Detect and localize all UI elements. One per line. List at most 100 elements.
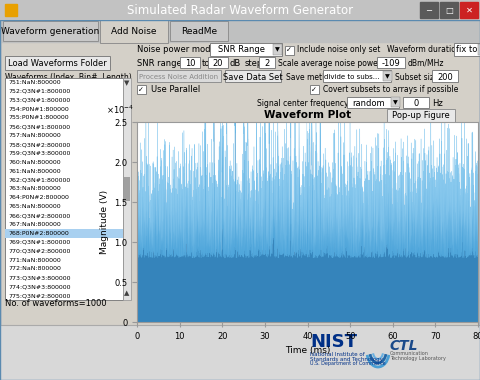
Text: Pop-up Figure: Pop-up Figure xyxy=(392,111,450,120)
Text: SNR range:: SNR range: xyxy=(137,59,184,68)
Text: 770:Q3N#2:800000: 770:Q3N#2:800000 xyxy=(8,249,71,254)
Bar xyxy=(420,2,438,18)
Text: 769:Q3N#1:800000: 769:Q3N#1:800000 xyxy=(8,240,70,245)
Bar xyxy=(124,177,130,201)
Text: 771:NaN:800000: 771:NaN:800000 xyxy=(8,258,61,263)
FancyBboxPatch shape xyxy=(170,21,228,41)
Bar xyxy=(310,85,319,94)
Text: ▼: ▼ xyxy=(393,100,397,106)
Text: Waveforms (Index, Bin#, Length): Waveforms (Index, Bin#, Length) xyxy=(5,73,132,82)
Text: 753:Q3N#1:800000: 753:Q3N#1:800000 xyxy=(8,98,70,103)
Text: 761:NaN:800000: 761:NaN:800000 xyxy=(8,169,60,174)
Text: Noise power mode:: Noise power mode: xyxy=(137,46,218,54)
Text: Simulated Radar Waveform Generator: Simulated Radar Waveform Generator xyxy=(127,3,353,16)
FancyBboxPatch shape xyxy=(432,70,458,82)
Text: Process Noise Addition: Process Noise Addition xyxy=(139,74,218,80)
Text: Save method:: Save method: xyxy=(286,73,339,81)
Text: ReadMe: ReadMe xyxy=(181,27,217,35)
FancyBboxPatch shape xyxy=(347,97,399,108)
Text: ▲: ▲ xyxy=(124,290,130,296)
Text: Waveform generation: Waveform generation xyxy=(1,27,100,35)
FancyBboxPatch shape xyxy=(208,57,228,68)
Text: -109: -109 xyxy=(382,59,400,68)
Text: 765:NaN:800000: 765:NaN:800000 xyxy=(8,204,60,209)
Text: ✓: ✓ xyxy=(286,47,292,53)
Bar xyxy=(0,20,480,42)
Text: 766:Q3N#2:800000: 766:Q3N#2:800000 xyxy=(8,213,70,218)
FancyBboxPatch shape xyxy=(377,57,405,68)
Text: Waveform duration:: Waveform duration: xyxy=(387,46,463,54)
X-axis label: Time (ms): Time (ms) xyxy=(285,346,330,355)
Text: fix to: fix to xyxy=(456,46,478,54)
Text: Communication
Technology Laboratory: Communication Technology Laboratory xyxy=(390,351,446,361)
Text: ✓: ✓ xyxy=(138,87,144,93)
Text: Scale average noise power to:: Scale average noise power to: xyxy=(278,59,394,68)
Text: 200: 200 xyxy=(437,73,453,81)
Text: Hz: Hz xyxy=(432,98,443,108)
Text: 754:P0N#1:800000: 754:P0N#1:800000 xyxy=(8,106,69,112)
Text: Save Data Set: Save Data Set xyxy=(223,73,283,81)
Text: Subset size: Subset size xyxy=(395,73,439,81)
Text: No. of waveforms=1000: No. of waveforms=1000 xyxy=(5,299,107,308)
FancyBboxPatch shape xyxy=(225,70,281,82)
Text: U.S. Department of Commerce: U.S. Department of Commerce xyxy=(310,361,385,366)
Text: 763:NaN:800000: 763:NaN:800000 xyxy=(8,187,61,192)
FancyBboxPatch shape xyxy=(387,109,455,122)
FancyBboxPatch shape xyxy=(210,43,282,56)
Text: 775:Q3N#2:800000: 775:Q3N#2:800000 xyxy=(8,293,71,298)
Text: 767:NaN:800000: 767:NaN:800000 xyxy=(8,222,61,227)
Text: NIST: NIST xyxy=(310,333,357,351)
Text: ▼: ▼ xyxy=(384,74,389,79)
Bar xyxy=(0,325,480,380)
Text: 758:Q3N#2:800000: 758:Q3N#2:800000 xyxy=(8,142,70,147)
Text: to: to xyxy=(202,59,210,68)
Text: □: □ xyxy=(445,5,453,14)
Text: 10: 10 xyxy=(185,59,195,68)
Bar xyxy=(391,97,400,107)
Text: ─: ─ xyxy=(427,5,432,14)
Text: 752:Q3N#1:800000: 752:Q3N#1:800000 xyxy=(8,89,70,94)
Text: 759:Q3N#3:800000: 759:Q3N#3:800000 xyxy=(8,151,71,156)
Text: 755:P0N#1:800000: 755:P0N#1:800000 xyxy=(8,116,69,120)
Text: Covert subsets to arrays if possible: Covert subsets to arrays if possible xyxy=(323,86,458,95)
Bar xyxy=(285,46,294,55)
Text: 20: 20 xyxy=(213,59,223,68)
Bar xyxy=(383,71,392,81)
Text: 773:Q3N#3:800000: 773:Q3N#3:800000 xyxy=(8,275,71,280)
Text: step:: step: xyxy=(245,59,266,68)
Text: CTL: CTL xyxy=(390,339,419,353)
Text: Standards and Technology: Standards and Technology xyxy=(310,356,383,361)
Text: divide to subs...: divide to subs... xyxy=(324,74,380,80)
Text: Load Waveforms Folder: Load Waveforms Folder xyxy=(8,59,107,68)
FancyBboxPatch shape xyxy=(454,43,480,56)
Text: 751:NaN:800000: 751:NaN:800000 xyxy=(8,80,60,85)
Text: dBm/MHz: dBm/MHz xyxy=(408,59,444,68)
Text: 0: 0 xyxy=(413,98,419,108)
Text: 2: 2 xyxy=(264,59,270,68)
Text: $\times10^{-4}$: $\times10^{-4}$ xyxy=(106,104,134,116)
Text: Add Noise: Add Noise xyxy=(111,27,157,36)
FancyBboxPatch shape xyxy=(403,97,429,108)
FancyBboxPatch shape xyxy=(259,57,275,68)
FancyBboxPatch shape xyxy=(323,70,391,82)
Text: 762:Q3N#1:800000: 762:Q3N#1:800000 xyxy=(8,177,70,183)
Text: random: random xyxy=(353,98,385,108)
Bar xyxy=(440,2,458,18)
FancyBboxPatch shape xyxy=(5,56,110,70)
Text: dB: dB xyxy=(230,59,241,68)
Text: Signal center frequency: Signal center frequency xyxy=(257,98,348,108)
Bar xyxy=(273,44,282,55)
Text: Use Parallel: Use Parallel xyxy=(151,86,200,95)
FancyBboxPatch shape xyxy=(3,21,98,41)
Text: ▼: ▼ xyxy=(275,48,279,52)
Text: 772:NaN:800000: 772:NaN:800000 xyxy=(8,266,61,271)
Bar xyxy=(478,44,480,55)
Text: National Institute of: National Institute of xyxy=(310,352,365,356)
Text: SNR Range: SNR Range xyxy=(218,46,265,54)
Bar xyxy=(123,78,131,300)
Text: ✕: ✕ xyxy=(466,5,472,14)
Text: Include noise only set: Include noise only set xyxy=(297,46,380,54)
FancyBboxPatch shape xyxy=(137,70,221,82)
Bar xyxy=(5,4,17,16)
Bar xyxy=(137,85,146,94)
